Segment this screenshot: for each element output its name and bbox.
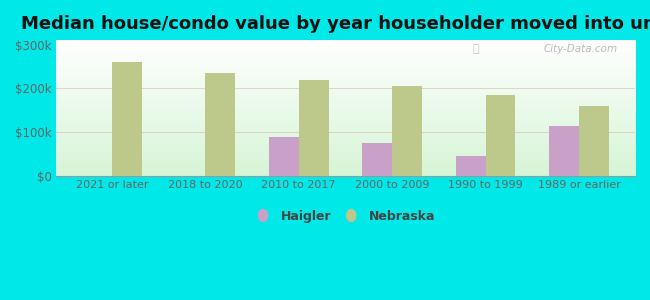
Legend: Haigler, Nebraska: Haigler, Nebraska bbox=[252, 207, 439, 227]
Bar bbox=[205, 73, 235, 176]
Bar bbox=[392, 86, 422, 176]
Bar bbox=[486, 95, 515, 176]
Bar bbox=[269, 137, 299, 176]
Title: Median house/condo value by year householder moved into unit: Median house/condo value by year househo… bbox=[21, 15, 650, 33]
Bar bbox=[579, 106, 609, 176]
Text: ⓘ: ⓘ bbox=[473, 44, 480, 54]
Text: City-Data.com: City-Data.com bbox=[543, 44, 618, 54]
Bar bbox=[362, 143, 392, 176]
Bar bbox=[299, 80, 329, 176]
Bar bbox=[456, 157, 486, 176]
Bar bbox=[112, 62, 142, 176]
Bar bbox=[549, 126, 579, 176]
